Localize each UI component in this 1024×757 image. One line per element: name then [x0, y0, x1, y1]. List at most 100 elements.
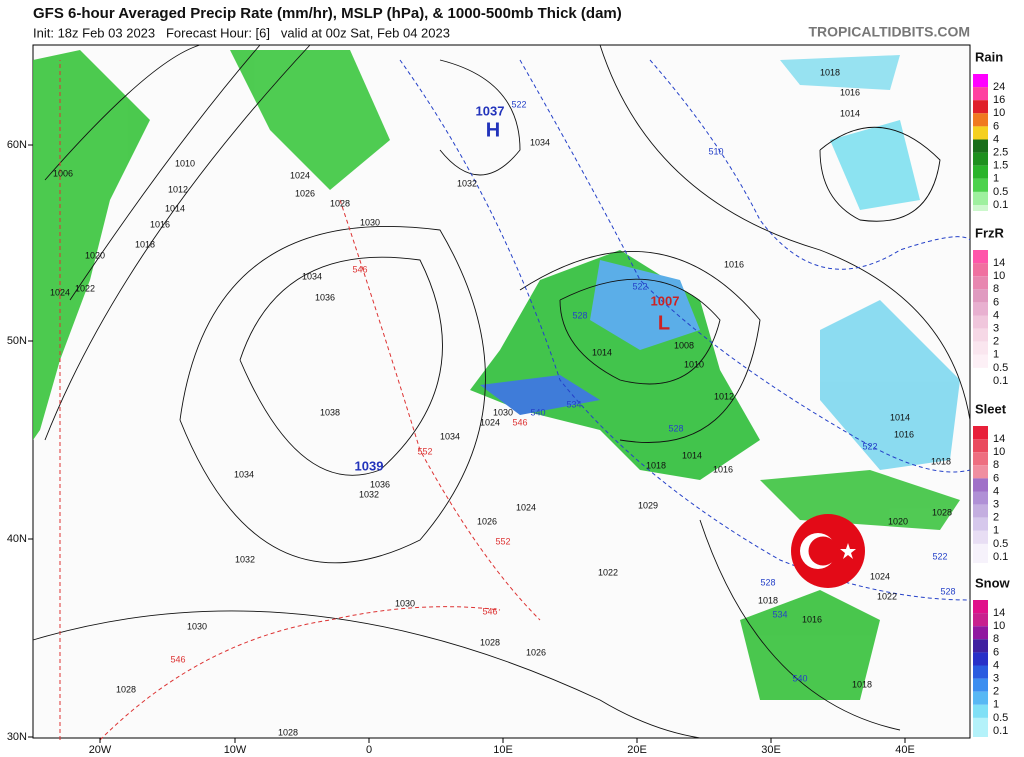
legend-label: 10: [993, 446, 1005, 458]
thickness-label: 522: [862, 441, 877, 451]
isobar-label: 1034: [302, 271, 322, 281]
isobar: [69, 44, 261, 301]
legend-swatch: [973, 315, 988, 329]
isobar-label: 1030: [360, 217, 380, 227]
isobar-label: 1016: [150, 219, 170, 229]
legend-label: 10: [993, 270, 1005, 282]
isobar-label: 1029: [638, 500, 658, 510]
legend-swatch: [973, 465, 988, 479]
legend-swatch: [973, 557, 988, 563]
thickness-line: [99, 606, 501, 741]
legend-swatch: [973, 717, 988, 731]
isobar: [239, 256, 443, 476]
legend-swatch: [973, 639, 988, 653]
legend-swatch: [973, 478, 988, 492]
isobar-label: 1024: [516, 502, 536, 512]
isobar-label: 1034: [530, 137, 550, 147]
thickness-line: [519, 59, 971, 473]
isobar-label: 1028: [330, 198, 350, 208]
legend-swatch: [973, 530, 988, 544]
legend-swatch: [973, 191, 988, 205]
isobar-label: 1036: [315, 292, 335, 302]
isobar-label: 1022: [75, 283, 95, 293]
isobar-label: 1030: [395, 598, 415, 608]
legend-label: 0.1: [993, 725, 1008, 737]
legend-title: FrzR: [975, 225, 1005, 240]
isobar-label: 1016: [713, 464, 733, 474]
legend-swatch: [973, 652, 988, 666]
legend-label: 3: [993, 673, 999, 685]
thickness-label: 540: [792, 673, 807, 683]
legend-swatch: [973, 452, 988, 466]
flag-icon: [791, 514, 865, 588]
legend-label: 0.5: [993, 186, 1008, 198]
snow-area: [590, 260, 700, 350]
legend-swatch: [973, 74, 988, 88]
center-symbol: L: [658, 312, 670, 334]
isobar-label: 1016: [840, 87, 860, 97]
legend-swatch: [973, 113, 988, 127]
isobar-label: 1028: [932, 507, 952, 517]
thickness-label: 534: [566, 399, 581, 409]
legend-swatch: [973, 302, 988, 316]
legend-swatch: [973, 205, 988, 211]
lat-label: 60N: [7, 139, 27, 151]
subtitle: Init: 18z Feb 03 2023 Forecast Hour: [6]…: [33, 25, 450, 40]
isobar: [819, 126, 941, 222]
isobar-label: 1034: [234, 469, 254, 479]
isobar: [439, 59, 521, 176]
isobar-label: 1026: [295, 188, 315, 198]
isobar-label: 1016: [802, 614, 822, 624]
legend-label: 1: [993, 173, 999, 185]
legend-swatch: [973, 678, 988, 692]
isobar: [44, 44, 311, 441]
thickness-label: 546: [512, 417, 527, 427]
isobars: [32, 44, 971, 739]
isobar-label: 1036: [370, 479, 390, 489]
rain-area: [33, 50, 150, 440]
snow-area: [780, 55, 900, 90]
thickness-label: 540: [530, 407, 545, 417]
isobar-label: 1032: [359, 489, 379, 499]
isobar-label: 1016: [724, 259, 744, 269]
legend-title: Snow: [975, 575, 1011, 590]
isobar-label: 1028: [480, 637, 500, 647]
isobar-label: 1024: [870, 571, 890, 581]
legend-label: 24: [993, 81, 1005, 93]
isobar-label: 1030: [187, 621, 207, 631]
legend-swatch: [973, 381, 988, 387]
legend-label: 0.1: [993, 199, 1008, 211]
isobar-label: 1018: [646, 460, 666, 470]
thickness-label: 522: [511, 99, 526, 109]
isobar-label: 1020: [888, 516, 908, 526]
legend-swatch: [973, 276, 988, 290]
isobar: [559, 278, 721, 385]
isobar-label: 1022: [598, 567, 618, 577]
legend-label: 6: [993, 646, 999, 658]
legend-label: 2: [993, 686, 999, 698]
legend-label: 10: [993, 107, 1005, 119]
isobar-label: 1028: [116, 684, 136, 694]
legend-label: 14: [993, 607, 1005, 619]
isobar-label: 1018: [135, 239, 155, 249]
legend-title: Rain: [975, 49, 1003, 64]
center-value: 1037: [476, 103, 505, 118]
thickness-line: [399, 59, 971, 601]
isobar-label: 1014: [165, 203, 185, 213]
legend-swatch: [973, 613, 988, 627]
legend-label: 8: [993, 459, 999, 471]
legend-label: 2: [993, 512, 999, 524]
legend-swatch: [973, 289, 988, 303]
thickness-label: 534: [772, 609, 787, 619]
thickness-label: 528: [572, 310, 587, 320]
legend-swatch: [973, 263, 988, 277]
lat-label: 40N: [7, 533, 27, 545]
legend-label: 14: [993, 433, 1005, 445]
lat-label: 50N: [7, 335, 27, 347]
legend-swatch: [973, 165, 988, 179]
isobar: [599, 44, 971, 421]
thickness-lines: [59, 59, 971, 741]
precip-areas: [33, 50, 960, 700]
legend-label: 4: [993, 659, 999, 671]
lon-label: 40E: [895, 744, 915, 756]
